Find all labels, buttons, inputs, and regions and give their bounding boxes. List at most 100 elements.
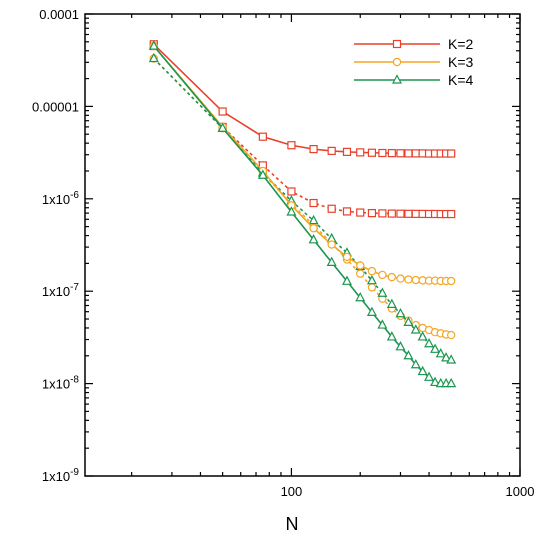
data-point-circle: [411, 275, 420, 285]
series-line: [153, 45, 452, 215]
data-point-triangle: [308, 234, 319, 244]
data-point-triangle: [446, 354, 457, 364]
data-point-square: [367, 209, 377, 218]
series-k3: [149, 41, 456, 286]
data-point-circle: [367, 283, 377, 292]
data-point-circle: [367, 266, 377, 276]
data-point-triangle: [446, 377, 457, 388]
data-point-triangle: [403, 350, 414, 360]
data-point-triangle: [341, 275, 352, 285]
y-tick-label: 1x10-6: [42, 190, 80, 207]
legend: K=2 K=3 K=4: [354, 36, 474, 88]
series-line: [153, 57, 452, 336]
data-point-triangle: [366, 306, 377, 316]
data-point-triangle: [410, 324, 421, 334]
legend-label: K=4: [448, 72, 474, 88]
plot-frame: [84, 13, 521, 477]
data-point-square: [342, 207, 352, 216]
data-point-square: [309, 198, 318, 208]
data-point-triangle: [435, 348, 446, 358]
y-axis-ticks: 0.0001 0.00001 1x10-6 1x10-7 1x10-8 1x10-9: [32, 7, 520, 484]
data-point-triangle: [430, 376, 441, 387]
data-point-square: [218, 107, 227, 116]
data-point-triangle: [424, 371, 435, 381]
data-point-square: [327, 146, 336, 155]
data-point-triangle: [395, 341, 406, 351]
data-point-triangle: [386, 298, 397, 308]
data-point-circle: [342, 252, 352, 262]
data-point-circle: [378, 270, 387, 280]
data-point-square: [258, 132, 267, 141]
data-point-triangle: [308, 214, 319, 225]
y-tick-label: 1x10-7: [42, 282, 80, 299]
data-point-triangle: [417, 365, 428, 376]
data-point-square: [378, 209, 387, 218]
y-tick-label-exponent: -7: [70, 282, 79, 293]
data-point-circle: [356, 269, 365, 278]
data-point-triangle: [366, 274, 377, 285]
data-point-triangle: [403, 316, 414, 326]
data-point-triangle: [386, 331, 397, 341]
data-point-circle: [309, 224, 318, 233]
data-point-square: [447, 209, 456, 219]
data-point-circle: [356, 261, 365, 270]
data-point-circle: [396, 274, 405, 283]
data-point-circle: [327, 240, 336, 249]
series-line: [153, 45, 452, 282]
data-point-circle: [392, 57, 402, 67]
x-axis-title: N: [286, 514, 299, 534]
data-point-square: [396, 209, 405, 218]
data-point-triangle: [392, 74, 402, 84]
data-point-square: [387, 209, 396, 218]
data-point-circle: [387, 272, 397, 282]
x-tick-label: 100: [281, 484, 303, 499]
data-point-triangle: [377, 319, 388, 329]
data-point-triangle: [377, 287, 388, 297]
data-point-square: [342, 147, 352, 156]
y-tick-label: 1x10-8: [42, 375, 80, 392]
plot-area: [84, 13, 521, 477]
data-point-square: [309, 145, 318, 154]
data-point-square: [396, 149, 405, 158]
y-tick-label: 0.0001: [39, 7, 79, 22]
data-point-square: [356, 208, 365, 217]
series-k2: [149, 40, 456, 158]
y-tick-label-exponent: -9: [70, 467, 79, 478]
series-lines: [148, 40, 457, 388]
data-point-circle: [404, 275, 413, 284]
data-point-circle: [446, 276, 456, 286]
y-tick-label-exponent: -8: [70, 375, 79, 386]
series-unlabeled-5: [148, 52, 457, 364]
data-point-square: [287, 141, 296, 150]
data-point-square: [367, 148, 377, 157]
data-point-square: [356, 148, 365, 157]
series-unlabeled-3: [149, 41, 456, 219]
data-point-triangle: [417, 331, 428, 341]
data-point-circle: [446, 330, 456, 340]
legend-label: K=2: [448, 36, 474, 52]
x-axis-ticks: 100 1000: [131, 14, 535, 499]
data-point-triangle: [395, 307, 406, 318]
legend-item: K=4: [354, 72, 474, 88]
data-point-triangle: [424, 337, 435, 348]
data-point-square: [411, 209, 420, 218]
data-point-square: [404, 149, 413, 158]
legend-item: K=3: [354, 54, 474, 70]
data-point-triangle: [355, 291, 366, 302]
data-point-triangle: [286, 206, 297, 216]
data-point-triangle: [410, 358, 421, 369]
data-point-triangle: [148, 52, 159, 63]
data-point-square: [392, 39, 402, 49]
data-point-triangle: [326, 256, 337, 266]
legend-label: K=3: [448, 54, 474, 70]
y-tick-label: 1x10-9: [42, 467, 80, 484]
data-point-square: [404, 209, 413, 218]
data-point-square: [378, 148, 387, 158]
x-tick-label: 1000: [506, 484, 535, 499]
data-point-square: [287, 187, 296, 196]
y-tick-label: 0.00001: [32, 99, 79, 114]
series-k4: [148, 40, 457, 388]
y-tick-label-exponent: -6: [70, 190, 79, 201]
data-point-triangle: [430, 343, 441, 353]
